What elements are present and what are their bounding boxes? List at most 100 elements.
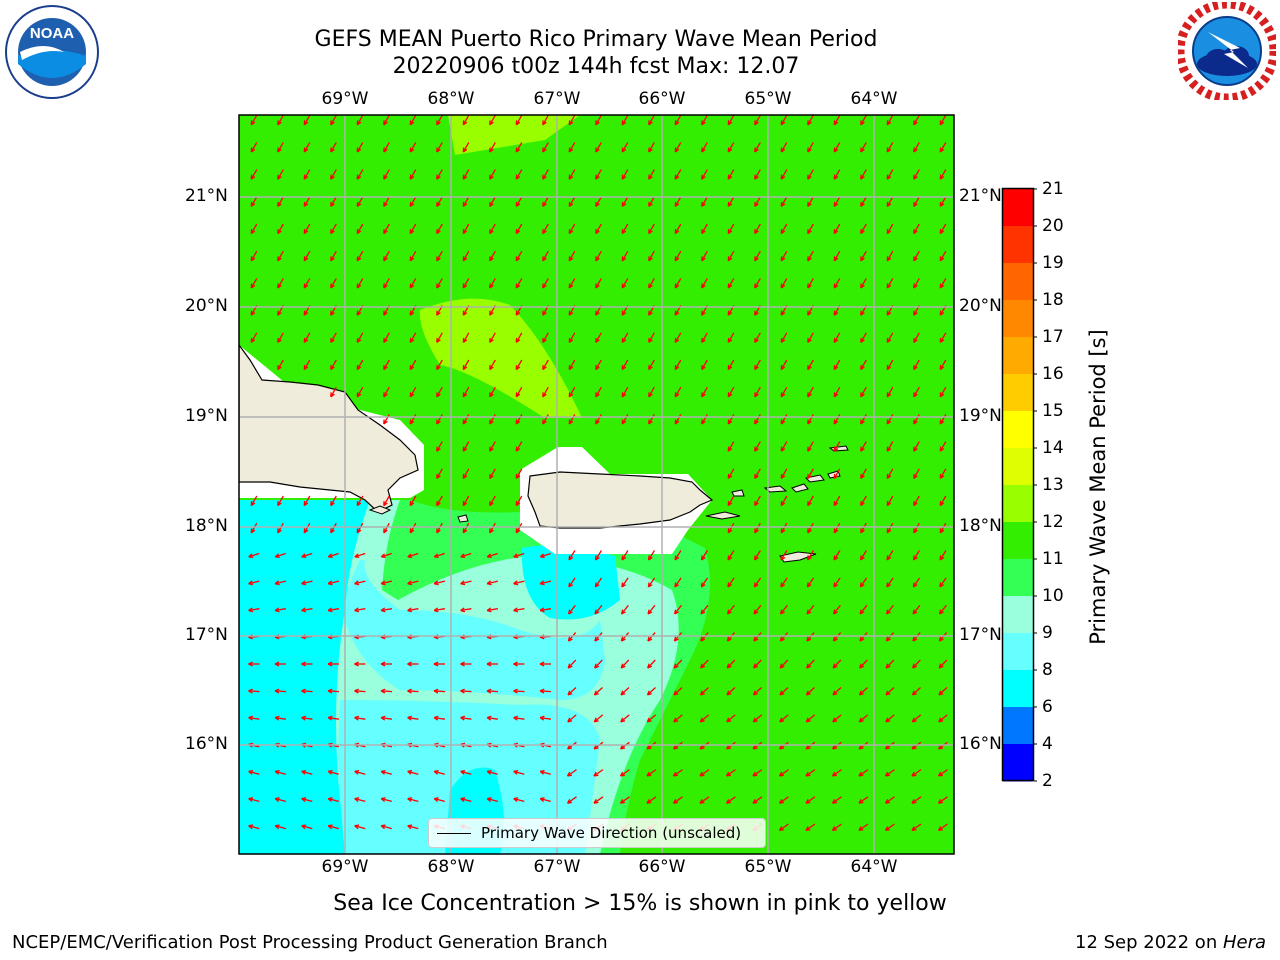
wave-arrow-head xyxy=(489,393,494,398)
wave-arrow xyxy=(567,687,577,696)
wave-arrow xyxy=(381,825,392,830)
wave-arrow xyxy=(938,659,948,669)
wave-arrow-head xyxy=(303,366,309,371)
wave-arrow-head xyxy=(380,636,386,640)
noaa-logo: NOAA xyxy=(5,5,99,99)
wave-arrow xyxy=(648,223,655,234)
wave-arrow-head xyxy=(593,774,599,777)
wave-arrow-head xyxy=(938,801,944,804)
wave-arrow xyxy=(832,632,842,642)
wave-arrow xyxy=(250,250,258,262)
wave-arrow-head xyxy=(754,475,759,479)
land-puerto-rico xyxy=(527,471,714,529)
wave-arrow xyxy=(779,769,789,777)
wave-arrow xyxy=(383,414,390,425)
wave-arrow-head xyxy=(700,638,706,642)
wave-arrow xyxy=(939,414,947,425)
wave-arrow xyxy=(303,522,311,534)
wave-arrow-head xyxy=(913,393,918,398)
wave-arrow-head xyxy=(539,636,545,640)
wave-arrow-head xyxy=(515,312,521,316)
wave-arrow-head xyxy=(886,284,892,289)
wave-arrow-head xyxy=(489,121,494,126)
wave-arrow-head xyxy=(407,690,412,694)
wave-arrow-head xyxy=(886,475,892,479)
wave-arrow-head xyxy=(539,798,545,802)
wave-arrow xyxy=(542,386,549,398)
wave-arrow xyxy=(780,522,788,534)
wave-arrow-head xyxy=(460,583,466,586)
nws-logo xyxy=(1178,2,1276,100)
wave-arrow xyxy=(806,632,815,642)
wave-arrow-head xyxy=(621,611,626,615)
wave-arrow-head xyxy=(859,611,865,615)
wave-arrow xyxy=(301,608,313,612)
wave-arrow xyxy=(277,250,284,262)
wave-arrow-head xyxy=(727,393,733,398)
wave-arrow xyxy=(621,550,629,561)
wave-arrow xyxy=(462,441,470,452)
wave-arrow-head xyxy=(833,339,839,343)
wave-arrow-head xyxy=(486,798,492,802)
wave-arrow xyxy=(913,550,920,561)
wave-arrow xyxy=(648,196,655,207)
wave-arrow-head xyxy=(433,636,439,640)
wave-arrow-head xyxy=(779,720,785,723)
wave-arrow-head xyxy=(542,339,547,343)
wave-arrow xyxy=(515,169,523,180)
wave-arrow-head xyxy=(832,747,838,750)
wave-arrow-head xyxy=(354,798,359,802)
wave-arrow xyxy=(886,223,894,234)
lat-label-left-19n: 19°N xyxy=(185,406,228,426)
wave-arrow xyxy=(858,823,869,831)
wave-arrow xyxy=(886,250,894,262)
wave-arrow-head xyxy=(330,148,335,153)
wave-arrow xyxy=(301,797,313,803)
wave-arrow xyxy=(752,796,763,804)
wave-arrow xyxy=(860,441,867,452)
wave-arrow-head xyxy=(515,257,521,262)
wave-arrow xyxy=(487,552,498,558)
wave-arrow-head xyxy=(859,638,865,642)
wave-arrow xyxy=(594,632,603,642)
wave-arrow-head xyxy=(327,636,333,640)
wave-arrow-head xyxy=(489,366,494,371)
wave-arrow xyxy=(407,770,419,775)
wave-arrow xyxy=(913,142,920,153)
wave-arrow xyxy=(674,604,682,615)
wave-arrow-head xyxy=(274,663,280,667)
wave-arrow xyxy=(301,825,313,830)
wave-arrow xyxy=(860,550,867,561)
wave-arrow xyxy=(328,552,339,558)
wave-arrow-head xyxy=(595,584,600,588)
wave-arrow xyxy=(699,796,710,804)
wave-arrow xyxy=(833,414,841,425)
wave-arrow xyxy=(939,441,947,452)
wave-arrow xyxy=(513,770,525,775)
wave-arrow-head xyxy=(752,747,758,750)
period-field-6-8-west xyxy=(239,500,370,854)
wave-arrow xyxy=(303,332,311,343)
wave-arrow-head xyxy=(860,448,865,452)
wave-arrow-head xyxy=(913,148,918,153)
wave-arrow xyxy=(489,522,496,534)
wave-arrow xyxy=(383,386,390,398)
wave-arrow-head xyxy=(303,121,309,126)
wave-arrow xyxy=(885,687,895,696)
wave-arrow-head xyxy=(568,638,573,642)
wave-arrow-head xyxy=(409,176,415,180)
wave-arrow xyxy=(807,169,814,180)
wave-arrow xyxy=(807,278,814,289)
wave-arrow-head xyxy=(303,529,309,534)
wave-arrow xyxy=(248,690,260,693)
wave-arrow-head xyxy=(807,121,812,126)
wave-arrow xyxy=(752,714,763,723)
wave-arrow-head xyxy=(780,312,786,316)
wave-arrow-head xyxy=(754,502,759,507)
wave-arrow-head xyxy=(489,176,494,180)
wave-arrow xyxy=(754,359,761,370)
wave-arrow xyxy=(568,604,576,615)
wave-arrow xyxy=(885,769,895,777)
wave-arrow xyxy=(674,577,682,588)
wave-arrow xyxy=(886,468,894,479)
